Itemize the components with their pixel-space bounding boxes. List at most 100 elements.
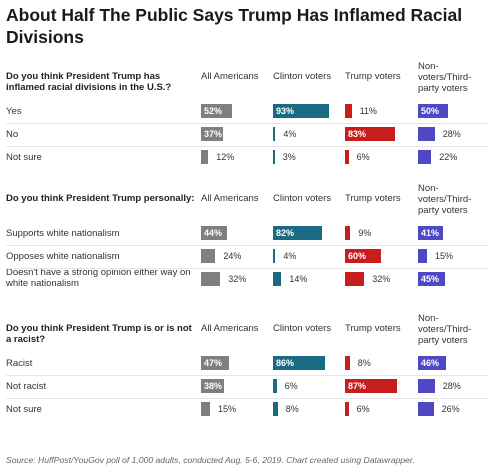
column-header: Clinton voters [273,71,332,82]
value-label: 45% [421,274,440,284]
row-divider [6,375,488,376]
bar-cell: 32% [345,272,405,286]
bar-cell: 28% [418,379,478,393]
value-label: 6% [284,381,298,391]
value-label: 11% [359,106,377,116]
value-label: 47% [204,358,223,368]
row-label: Not racist [6,381,47,392]
bar [273,104,329,118]
bar [201,379,224,393]
bar [418,249,427,263]
bar-cell: 11% [345,104,405,118]
bar-cell: 26% [418,402,478,416]
bar-cell: 4% [273,249,333,263]
bar-cell: 41% [418,226,478,240]
value-label: 24% [223,251,242,261]
bar-cell: 6% [273,379,333,393]
row-divider [6,245,488,246]
bar [201,272,221,286]
value-label: 3% [282,152,296,162]
question-label: Do you think President Trump is or is no… [6,323,192,345]
bar [273,249,276,263]
bar-cell: 82% [273,226,333,240]
bar [418,356,446,370]
value-label: 8% [285,404,299,414]
row-label: Not sure [6,404,42,415]
bar-cell: 46% [418,356,478,370]
bar [201,104,233,118]
bar-cell: 37% [201,127,261,141]
bar [201,402,210,416]
value-label: 44% [204,228,223,238]
bar [201,226,228,240]
bar [273,379,277,393]
bar-cell: 32% [201,272,261,286]
column-header: Clinton voters [273,323,332,334]
bar-cell: 3% [273,150,333,164]
bar [345,356,350,370]
bar [273,356,325,370]
column-header: Trump voters [345,193,401,204]
column-header: All Americans [201,193,259,204]
bar [345,104,352,118]
value-label: 15% [218,404,237,414]
bar [273,272,282,286]
row-label: Not sure [6,152,42,163]
bar [345,127,395,141]
bar [345,272,365,286]
bar [201,127,224,141]
bar-cell: 28% [418,127,478,141]
bar [201,249,216,263]
bar-cell: 14% [273,272,333,286]
value-label: 37% [204,129,223,139]
bar-cell: 38% [201,379,261,393]
bar-cell: 6% [345,150,405,164]
bar-cell: 9% [345,226,405,240]
bar [273,226,323,240]
value-label: 6% [356,152,370,162]
value-label: 60% [348,251,367,261]
bar-cell: 6% [345,402,405,416]
bar-cell: 22% [418,150,478,164]
row-label: Racist [6,358,33,369]
row-label: Yes [6,106,22,117]
row-label: Doesn't have a strong opinion either way… [6,267,191,289]
value-label: 83% [348,129,367,139]
bar [418,127,435,141]
value-label: 14% [289,274,308,284]
bar-cell: 15% [418,249,478,263]
bar [273,150,275,164]
value-label: 87% [348,381,367,391]
bar [418,104,448,118]
bar-cell: 60% [345,249,405,263]
value-label: 32% [372,274,391,284]
bar [345,226,351,240]
row-divider [6,146,488,147]
bar-cell: 50% [418,104,478,118]
column-header: Non-voters/Third-party voters [418,183,472,216]
bar [273,402,278,416]
column-header: Non-voters/Third-party voters [418,313,472,346]
bar-cell: 83% [345,127,405,141]
bar-cell: 12% [201,150,261,164]
source-note: Source: HuffPost/YouGov poll of 1,000 ad… [6,455,415,465]
bar [345,402,349,416]
chart-title: About Half The Public Says Trump Has Inf… [6,5,463,47]
bar [345,249,381,263]
row-label: Opposes white nationalism [6,251,120,262]
bar-cell: 15% [201,402,261,416]
bar-cell: 52% [201,104,261,118]
bar-cell: 93% [273,104,333,118]
value-label: 32% [228,274,247,284]
value-label: 41% [421,228,440,238]
value-label: 15% [435,251,454,261]
value-label: 52% [204,106,223,116]
bar-cell: 24% [201,249,261,263]
value-label: 26% [441,404,460,414]
bar [201,150,209,164]
value-label: 46% [421,358,440,368]
column-header: All Americans [201,323,259,334]
column-header: All Americans [201,71,259,82]
bar-cell: 87% [345,379,405,393]
value-label: 22% [439,152,458,162]
